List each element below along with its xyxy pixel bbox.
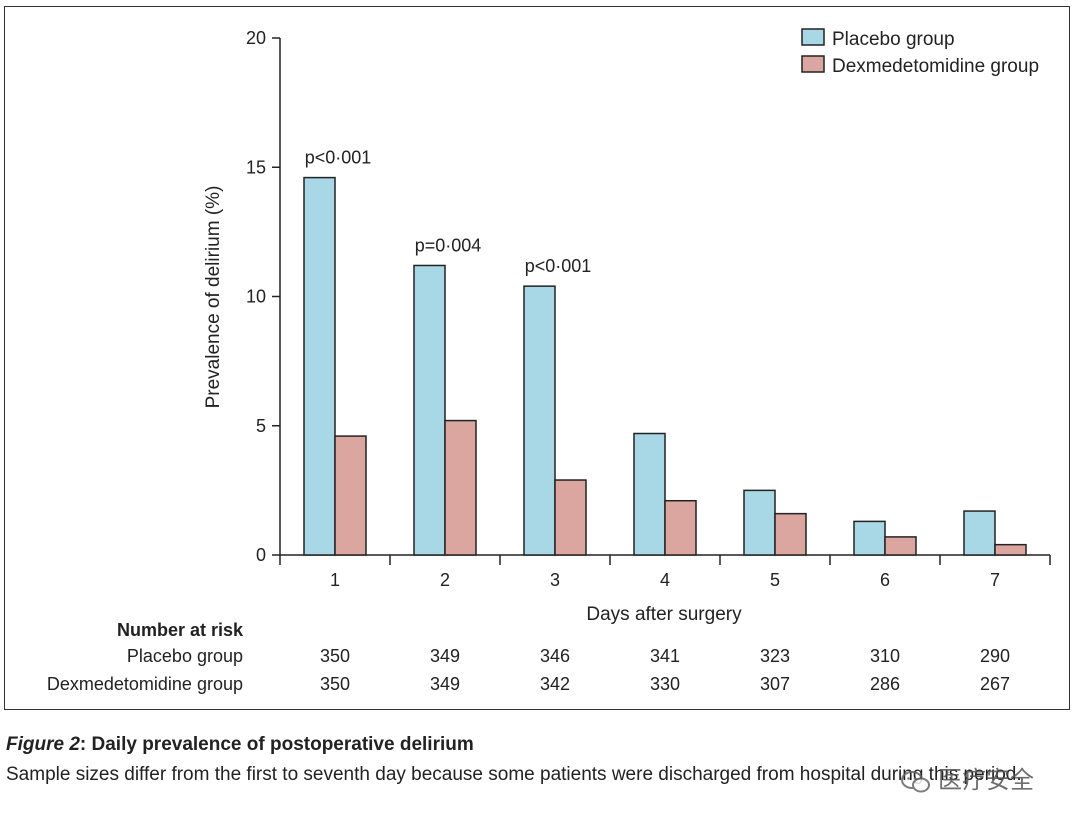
risk-value-dexmedetomidine: 349 [430, 674, 460, 694]
x-tick-label: 1 [330, 570, 340, 590]
risk-value-dexmedetomidine: 267 [980, 674, 1010, 694]
bar-dexmedetomidine [334, 435, 367, 556]
legend-swatch-dexmedetomidine [801, 55, 825, 73]
x-tick-label: 3 [550, 570, 560, 590]
x-tick-label: 7 [990, 570, 1000, 590]
watermark-text: 医疗安全 [938, 767, 1034, 794]
figure-frame [4, 6, 1070, 710]
caption-title-row: Figure 2: Daily prevalence of postoperat… [6, 730, 1066, 760]
legend-label-placebo: Placebo group [832, 29, 955, 50]
risk-value-dexmedetomidine: 342 [540, 674, 570, 694]
risk-values: 350 349 346 341 323 310 290 350 349 342 330 307 286 2… [320, 646, 1010, 694]
x-tick-label: 4 [660, 570, 670, 590]
legend-swatch-placebo [801, 28, 825, 46]
x-tick-label: 2 [440, 570, 450, 590]
risk-value-placebo: 310 [870, 646, 900, 666]
x-tick-label: 6 [880, 570, 890, 590]
wechat-icon [901, 770, 930, 793]
p-value-annotation: p=0·004 [415, 235, 482, 255]
bars [303, 176, 1027, 556]
risk-row-label-placebo: Placebo group [127, 646, 243, 666]
p-value-annotation: p<0·001 [305, 148, 372, 168]
bar-placebo [633, 432, 666, 556]
risk-value-dexmedetomidine: 286 [870, 674, 900, 694]
bar-dexmedetomidine [664, 499, 697, 556]
bar-dexmedetomidine [444, 419, 477, 556]
y-tick-label: 0 [256, 545, 266, 565]
y-axis-title: Prevalence of delirium (%) [203, 186, 224, 409]
legend-label-dexmedetomidine: Dexmedetomidine group [832, 56, 1039, 77]
bar-chart: 0 5 10 15 20 1 2 3 4 5 6 7 p<0·001 p=0·004 p<0·001 Day… [47, 28, 1051, 694]
bar-placebo [963, 510, 996, 556]
caption-title: : Daily prevalence of postoperative deli… [79, 734, 474, 755]
risk-value-placebo: 290 [980, 646, 1010, 666]
risk-table: Number at risk Placebo group Dexmedetomi… [47, 620, 1010, 694]
bar-placebo [853, 520, 886, 556]
figure-caption: Figure 2: Daily prevalence of postoperat… [6, 730, 1066, 790]
risk-value-placebo: 346 [540, 646, 570, 666]
bar-placebo [303, 176, 336, 556]
watermark: 医疗安全 [900, 760, 1034, 795]
risk-value-placebo: 341 [650, 646, 680, 666]
risk-value-dexmedetomidine: 350 [320, 674, 350, 694]
risk-value-placebo: 323 [760, 646, 790, 666]
bar-dexmedetomidine [994, 543, 1027, 556]
risk-row-label-dexmedetomidine: Dexmedetomidine group [47, 674, 243, 694]
caption-body: Sample sizes differ from the first to se… [6, 764, 1022, 785]
caption-label: Figure 2 [6, 734, 80, 755]
x-tick-label: 5 [770, 570, 780, 590]
bar-placebo [413, 264, 446, 556]
risk-value-placebo: 350 [320, 646, 350, 666]
p-value-annotation: p<0·001 [525, 256, 592, 276]
risk-value-placebo: 349 [430, 646, 460, 666]
bar-dexmedetomidine [774, 512, 807, 556]
risk-table-heading: Number at risk [117, 620, 244, 640]
risk-value-dexmedetomidine: 307 [760, 674, 790, 694]
bar-placebo [523, 285, 556, 556]
legend: Placebo group Dexmedetomidine group [801, 28, 1039, 77]
bar-placebo [743, 489, 776, 556]
axis-labels: 0 5 10 15 20 1 2 3 4 5 6 7 p<0·001 p=0·004 p<0·001 [246, 28, 1000, 590]
bar-dexmedetomidine [884, 536, 917, 556]
bar-dexmedetomidine [554, 479, 587, 556]
y-tick-label: 15 [246, 157, 266, 177]
y-tick-label: 20 [246, 28, 266, 48]
x-axis-title: Days after surgery [586, 604, 742, 625]
axes [272, 37, 1051, 565]
y-tick-label: 10 [246, 287, 266, 307]
y-tick-label: 5 [256, 416, 266, 436]
risk-value-dexmedetomidine: 330 [650, 674, 680, 694]
